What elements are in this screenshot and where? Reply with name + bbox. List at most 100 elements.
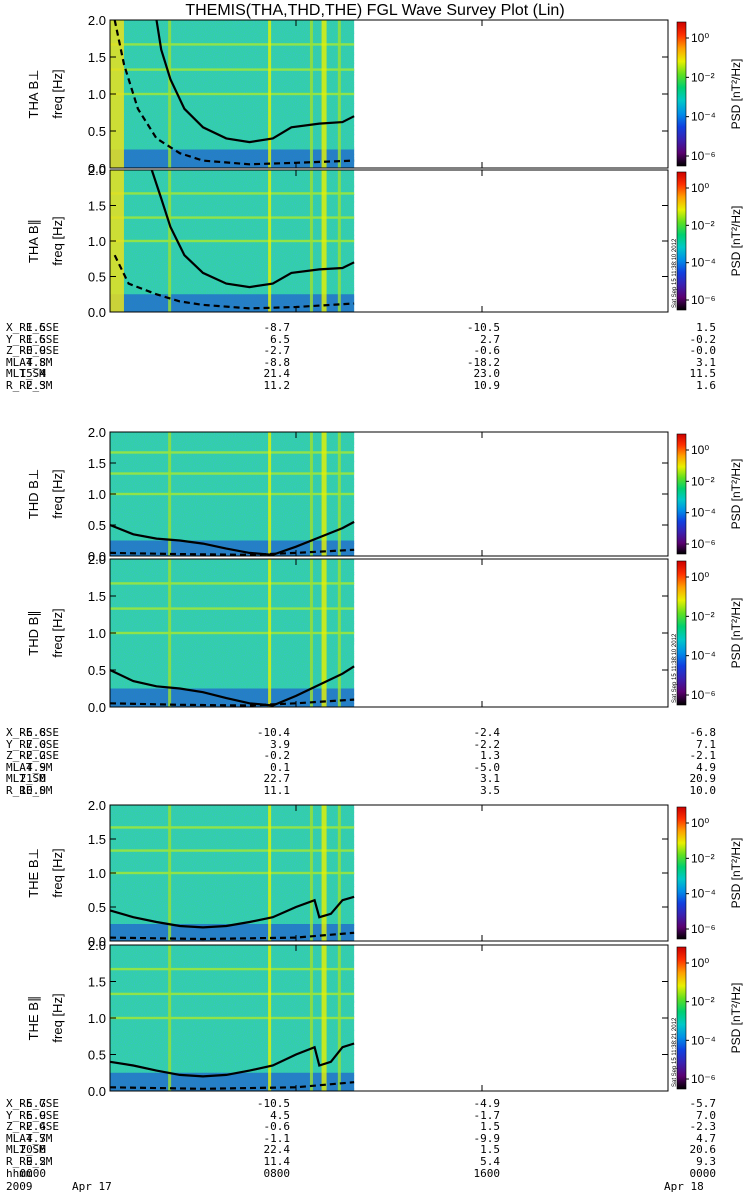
colorbar-tick-label: 10⁻⁴ [691, 506, 716, 520]
panel-the-bpar: 0.0 0.5 1.0 1.5 2.0 THE B∥ freq [Hz] 10⁰ 10⁻² 10⁻… [26, 938, 743, 1099]
ephemeris-value: -2.1 [689, 749, 717, 763]
colorbar-tick-label: 10⁻² [691, 609, 715, 623]
ephemeris-value: -10.5 [256, 1097, 290, 1110]
ephemeris-value: 3.1 [696, 355, 716, 369]
y-axis-label: THA B⊥ [26, 70, 41, 119]
burst-stripe [321, 20, 327, 168]
ephemeris-value: -2.2 [19, 749, 47, 763]
ephemeris-value: 3.5 [480, 784, 500, 797]
harmonic-line [110, 92, 355, 96]
ephemeris-value: 4.9 [696, 760, 716, 774]
y-axis-label: THE B⊥ [26, 848, 41, 898]
ephemeris-value: -4.9 [473, 1097, 501, 1110]
ephemeris-value: 1.6 [696, 379, 716, 392]
gyro-freq-line [155, 19, 355, 144]
ephemeris-value: 3.9 [270, 737, 290, 751]
harmonic-line [110, 871, 355, 875]
ephemeris-value: -2.2 [473, 737, 501, 751]
y-axis-label: THD B∥ [26, 610, 41, 656]
colorbar-tick-label: 10⁻² [691, 218, 715, 232]
panel-thd-bpar: 0.0 0.5 1.0 1.5 2.0 THD B∥ freq [Hz] 10⁰ 10⁻² 10⁻… [26, 552, 743, 715]
y-tick-label: 1.5 [88, 832, 106, 847]
ephemeris-value: 0000 [19, 1166, 47, 1180]
ephemeris-label: Y_RE_GSE [6, 1108, 59, 1122]
ephemeris-label: MLAT_SM [6, 760, 53, 774]
burst-stripe [337, 805, 341, 941]
colorbar-tick-label: 10⁻⁴ [691, 1033, 716, 1047]
y-tick-label: 0.0 [88, 549, 106, 564]
ephemeris-value: 23.0 [473, 367, 501, 381]
y-axis-unit: freq [Hz] [50, 848, 65, 897]
harmonic-line [110, 849, 355, 852]
y-axis-label: THD B⊥ [26, 469, 41, 519]
ephemeris-value: 9.2 [26, 1155, 46, 1168]
burst-stripe [321, 945, 327, 1091]
burst-stripe [168, 945, 172, 1091]
ephemeris-value: 7.1 [696, 737, 716, 751]
ephemeris-value: 4.7 [696, 1131, 716, 1145]
ephemeris-value: -5.7 [19, 1097, 47, 1110]
ephemeris-label: Y_RE_GSE [6, 332, 59, 346]
colorbar-label: PSD [nT²/Hz] [729, 206, 743, 277]
generation-timestamp: Sat Sep 15 11:38:10 2012 [672, 238, 678, 308]
ephemeris-label: R_RE_SM [6, 784, 53, 797]
plot-title: THEMIS(THA,THD,THE) FGL Wave Survey Plot… [185, 2, 565, 19]
harmonic-line [110, 492, 355, 496]
y-tick-label: 2.0 [88, 425, 106, 440]
ephemeris-value: 21.4 [263, 367, 291, 381]
colorbar-tick-label: 10⁰ [691, 443, 709, 457]
ephemeris-value: 22.7 [263, 772, 291, 786]
ephemeris-label: MLT_SM [6, 772, 46, 786]
burst-stripe [309, 20, 313, 168]
ephemeris-value: 1.5 [480, 1120, 500, 1134]
y-tick-label: 0.5 [88, 1048, 106, 1063]
colorbar-tick-label: 10⁻⁶ [691, 688, 716, 702]
colorbar [676, 433, 687, 555]
gyro-freq-line [109, 1042, 355, 1078]
y-tick-label: 0.0 [88, 700, 106, 715]
harmonic-line [110, 43, 355, 46]
ephemeris-value: 10.0 [19, 784, 47, 797]
y-axis-unit: freq [Hz] [50, 993, 65, 1042]
ephemeris-value: -2.4 [19, 1120, 47, 1134]
ephemeris-value: -2.4 [473, 726, 501, 739]
panel-the-bperp: 0.0 0.5 1.0 1.5 2.0 THE B⊥ freq [Hz] 10⁰ 10⁻² 10⁻… [26, 798, 743, 949]
y-tick-label: 1.5 [88, 975, 106, 990]
colorbar [676, 171, 687, 311]
ephemeris-value: 11.1 [263, 784, 291, 797]
ephemeris-value: 0.1 [270, 760, 290, 774]
harmonic-line [110, 216, 355, 219]
harmonic-line [110, 68, 355, 71]
burst-stripe [168, 805, 172, 941]
harmonic-line [110, 607, 355, 610]
ephemeris-value: 1.5 [696, 321, 716, 334]
ephemeris-value: -6.8 [19, 726, 47, 739]
burst-stripe [337, 170, 341, 312]
ephemeris-value: 1600 [473, 1166, 501, 1180]
harmonic-line [110, 631, 355, 635]
ephemeris-value: -10.4 [256, 726, 290, 739]
generation-timestamp: Sat Sep 15 11:38:21 2012 [672, 1017, 678, 1087]
y-tick-label: 1.5 [88, 50, 106, 65]
gyro-freq-line [109, 520, 355, 556]
y-tick-label: 1.0 [88, 87, 106, 102]
y-tick-label: 1.0 [88, 1011, 106, 1026]
ephemeris-value: 6.9 [26, 1108, 46, 1122]
ephemeris-value: 10.9 [473, 379, 501, 392]
y-tick-label: 1.5 [88, 456, 106, 471]
colorbar [676, 806, 687, 940]
ephemeris-value: 1.5 [480, 1143, 500, 1157]
gyro-freq-line [109, 665, 355, 707]
colorbar-tick-label: 10⁻⁴ [691, 256, 716, 270]
y-tick-label: 0.0 [88, 161, 106, 176]
colorbar-tick-label: 10⁰ [691, 956, 709, 970]
gyro-freq-dashed-line [109, 931, 355, 941]
colorbar-tick-label: 10⁻² [691, 851, 715, 865]
burst-stripe [268, 170, 272, 312]
colorbar-tick-label: 10⁰ [691, 181, 709, 195]
y-tick-label: 2.0 [88, 552, 106, 567]
ephemeris-label: hhmm [6, 1166, 33, 1180]
y-axis-label: THA B∥ [26, 219, 41, 263]
ephemeris-value: 0800 [263, 1166, 291, 1180]
colorbar-tick-label: 10⁻⁶ [691, 537, 716, 551]
